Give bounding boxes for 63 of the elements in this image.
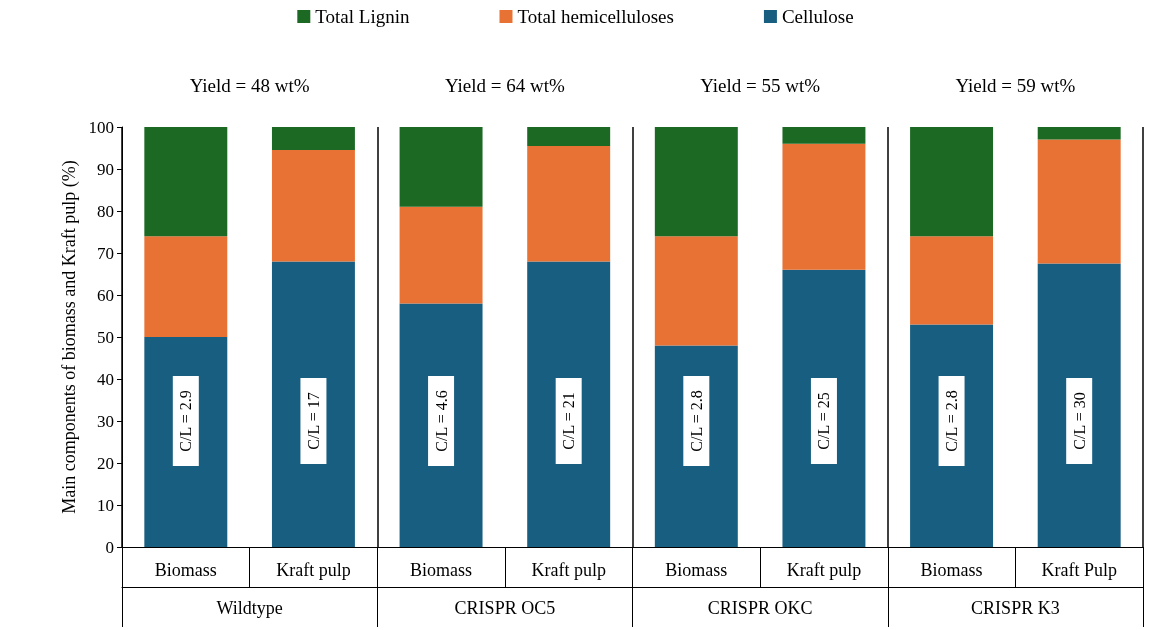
x-tick-label: Biomass [410, 560, 473, 580]
bar [144, 236, 228, 337]
bar [654, 127, 738, 237]
x-tick-label: Kraft Pulp [1041, 560, 1117, 580]
bar [782, 143, 866, 270]
annotation: C/L = 2.8 [687, 390, 705, 452]
x-tick-label: Kraft pulp [276, 560, 351, 580]
bar [144, 127, 228, 237]
annotation: C/L = 25 [815, 392, 833, 450]
legend-label: Cellulose [781, 6, 854, 27]
legend-label: Total Lignin [315, 6, 410, 27]
text: CRISPR K3 [971, 598, 1060, 618]
y-tick-label: 50 [97, 327, 114, 347]
text: Yield = 55 wt% [700, 74, 821, 96]
y-tick-label: 30 [97, 411, 114, 431]
y-tick-label: 90 [97, 159, 114, 179]
text: CRISPR OKC [707, 598, 813, 618]
x-tick-label: Biomass [154, 560, 217, 580]
bar [271, 127, 355, 151]
annotation: C/L = 2.8 [943, 390, 961, 452]
bar [654, 236, 738, 346]
x-tick-label: Kraft pulp [531, 560, 606, 580]
bar [271, 150, 355, 262]
y-tick-label: 10 [97, 495, 114, 515]
bar [1037, 139, 1121, 264]
bar [527, 261, 611, 547]
text: CRISPR OC5 [454, 598, 556, 618]
bar [144, 337, 228, 547]
annotation: C/L = 4.6 [432, 390, 450, 452]
annotation: C/L = 17 [304, 392, 322, 450]
y-tick-label: 70 [97, 243, 114, 263]
text: Yield = 48 wt% [189, 74, 310, 96]
x-tick-label: Kraft pulp [786, 560, 862, 580]
bar [399, 206, 483, 304]
annotation: C/L = 30 [1070, 392, 1088, 450]
bar [910, 324, 994, 547]
y-tick-label: 100 [88, 117, 114, 137]
y-tick-label: 20 [97, 453, 114, 473]
bar [399, 303, 483, 547]
y-tick-label: 0 [105, 537, 114, 557]
y-tick-label: 60 [97, 285, 114, 305]
bar [654, 345, 738, 547]
bar [271, 261, 355, 547]
bar [1037, 127, 1121, 140]
text: Wildtype [216, 598, 283, 618]
x-tick-label: Biomass [665, 560, 728, 580]
text: Yield = 64 wt% [444, 74, 566, 96]
bar [527, 145, 611, 262]
y-axis-title: Main components of biomass and Kraft pulp (%) [58, 160, 80, 514]
bar [527, 127, 611, 146]
annotation: C/L = 2.9 [177, 390, 195, 452]
y-tick-label: 40 [97, 369, 114, 389]
bar [910, 127, 994, 237]
text: Yield = 59 wt% [955, 74, 1076, 96]
bar [910, 236, 994, 325]
bar [782, 127, 866, 144]
bar [782, 269, 866, 547]
bar [1037, 263, 1121, 547]
y-tick-label: 80 [97, 201, 114, 221]
annotation: C/L = 21 [560, 392, 578, 450]
legend-label: Total hemicelluloses [517, 6, 674, 27]
bar [399, 127, 483, 207]
x-tick-label: Biomass [920, 560, 983, 580]
